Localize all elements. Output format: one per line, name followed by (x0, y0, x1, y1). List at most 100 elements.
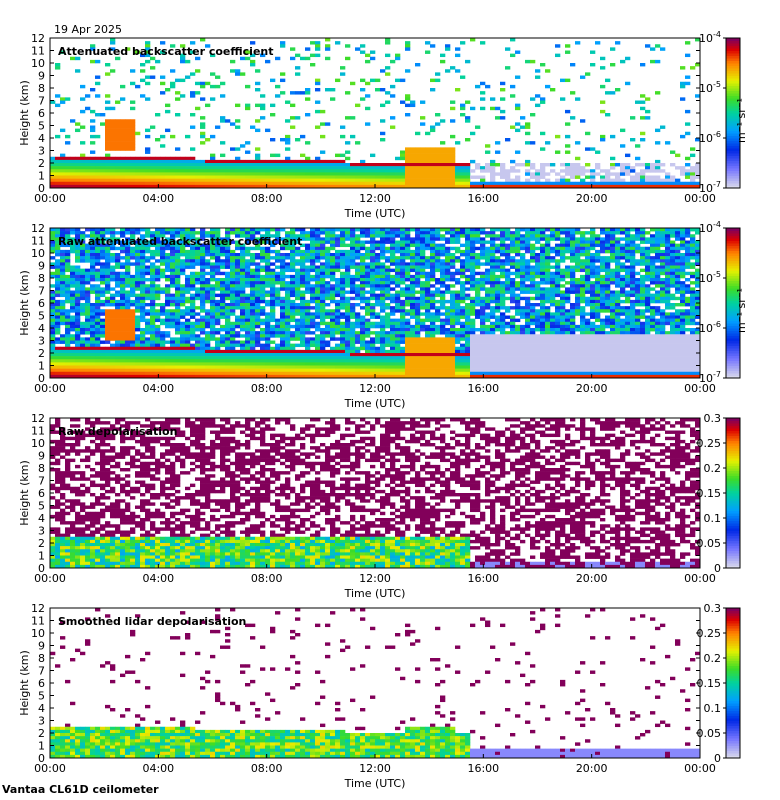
heatmap-cell (60, 159, 66, 164)
heatmap-cell (670, 178, 676, 183)
heatmap-cell (390, 324, 396, 329)
heatmap-cell (350, 169, 356, 173)
heatmap-cell (665, 172, 671, 176)
heatmap-cell (410, 293, 416, 298)
heatmap-cell (585, 72, 591, 76)
heatmap-cell (235, 228, 241, 232)
heatmap-cell (105, 274, 111, 279)
heatmap-cell (155, 138, 161, 142)
heatmap-cell (330, 321, 336, 326)
heatmap-cell (445, 178, 451, 183)
heatmap-cell (160, 371, 166, 376)
heatmap-cell (205, 159, 211, 164)
heatmap-cell (110, 228, 116, 232)
heatmap-cell (200, 343, 206, 348)
heatmap-cell (100, 334, 106, 338)
heatmap-cell (150, 234, 156, 238)
heatmap-cell (345, 234, 351, 238)
heatmap-cell (330, 237, 336, 241)
heatmap-cell (180, 359, 186, 363)
heatmap-cell (250, 256, 256, 260)
heatmap-cell (610, 134, 616, 139)
heatmap-cell (200, 172, 206, 176)
heatmap-cell (230, 340, 236, 344)
heatmap-cell (210, 278, 216, 282)
heatmap-cell (685, 163, 691, 167)
heatmap-cell (305, 265, 311, 269)
heatmap-cell (365, 290, 371, 294)
heatmap-cell (190, 166, 196, 170)
heatmap-cell (185, 284, 191, 288)
heatmap-cell (365, 256, 371, 260)
heatmap-cell (240, 306, 246, 310)
heatmap-cell (115, 181, 121, 186)
heatmap-cell (140, 184, 146, 189)
heatmap-cell (365, 253, 371, 257)
heatmap-cell (315, 100, 321, 104)
heatmap-cell (305, 249, 311, 254)
heatmap-cell (190, 253, 196, 257)
heatmap-cell (95, 181, 101, 186)
heatmap-cell (185, 243, 191, 248)
heatmap-cell (220, 81, 226, 86)
heatmap-cell (345, 349, 351, 354)
heatmap-cell (105, 159, 111, 164)
heatmap-cell (60, 284, 66, 288)
heatmap-cell (165, 371, 171, 376)
heatmap-cell (325, 353, 331, 357)
heatmap-cell (385, 337, 391, 341)
heatmap-cell (405, 47, 411, 51)
heatmap-cell (500, 172, 506, 176)
heatmap-cell (120, 368, 126, 373)
heatmap-cell (300, 166, 306, 170)
x-tick-label: 16:00 (467, 192, 499, 205)
heatmap-cell (250, 293, 256, 298)
heatmap-cell (130, 228, 136, 232)
heatmap-cell (120, 356, 126, 360)
heatmap-cell (190, 163, 196, 167)
heatmap-cell (170, 268, 176, 273)
heatmap-cell (180, 303, 186, 307)
heatmap-cell (240, 184, 246, 189)
heatmap-cell (55, 163, 61, 167)
heatmap-cell (55, 287, 61, 291)
heatmap-cell (435, 172, 441, 176)
heatmap-cell (390, 268, 396, 273)
heatmap-cell (345, 368, 351, 373)
heatmap-cell (145, 128, 151, 133)
heatmap-cell (630, 169, 636, 173)
heatmap-cell (255, 309, 261, 313)
heatmap-cell (460, 75, 466, 79)
heatmap-cell (390, 246, 396, 251)
heatmap-cell (380, 290, 386, 294)
heatmap-cell (65, 318, 71, 323)
heatmap-cell (160, 268, 166, 273)
heatmap-cell (170, 262, 176, 266)
colorbar: 10-710-610-510-4m⁻¹ sr⁻¹ (699, 30, 748, 195)
heatmap-cell (360, 159, 366, 164)
heatmap-cell (565, 163, 571, 167)
heatmap-cell (530, 113, 536, 117)
heatmap-cell (305, 253, 311, 257)
heatmap-cell (355, 337, 361, 341)
heatmap-cell (395, 169, 401, 173)
heatmap-cell (195, 337, 201, 341)
heatmap-cell (125, 318, 131, 323)
heatmap-cell (425, 169, 431, 173)
heatmap-cell (285, 159, 291, 164)
heatmap-cell (155, 268, 161, 273)
heatmap-cell (75, 159, 81, 164)
heatmap-cell (310, 262, 316, 266)
heatmap-cell (690, 166, 696, 170)
heatmap-cell (385, 256, 391, 260)
y-tick-label: 6 (38, 107, 45, 120)
heatmap-cell (140, 234, 146, 238)
heatmap-cell (125, 371, 131, 376)
heatmap-cell (235, 365, 241, 369)
heatmap-cell (125, 169, 131, 173)
heatmap-cell (245, 178, 251, 183)
heatmap-cell (410, 371, 416, 376)
heatmap-cell (420, 249, 426, 254)
heatmap-cell (95, 166, 101, 170)
heatmap-cell (365, 231, 371, 235)
